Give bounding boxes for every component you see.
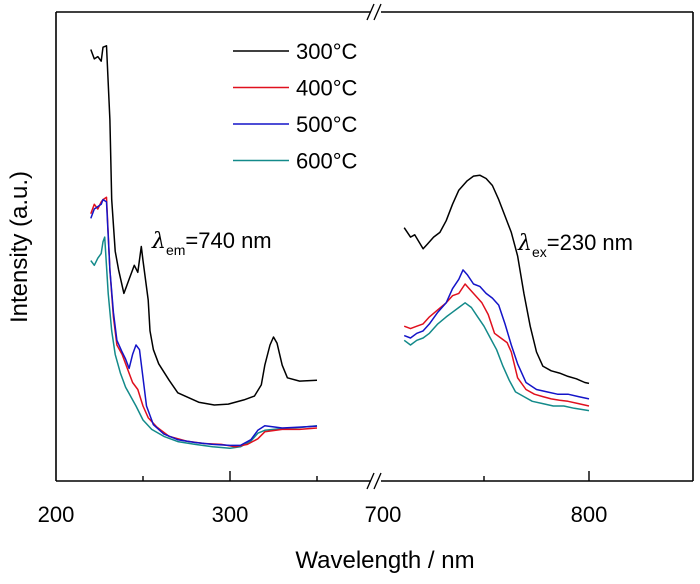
axis-break-mark [366, 472, 375, 490]
annotation-value: =740 nm [185, 228, 271, 253]
x-tick-label: 200 [38, 502, 75, 527]
emission-line [403, 174, 590, 385]
lambda-symbol: λ [517, 231, 532, 256]
plot-frame [55, 3, 694, 490]
excitation-line [90, 196, 318, 448]
annotation-text: λem=740 nm [151, 228, 272, 258]
lambda-subscript: ex [532, 244, 547, 260]
axis-break-mark [366, 3, 375, 21]
x-tick-label: 300 [212, 502, 249, 527]
legend-label: 500°C [296, 112, 358, 137]
annotation-em: λem=740 nm [151, 228, 272, 258]
x-tick-label: 700 [365, 502, 402, 527]
emission-line [403, 302, 590, 412]
series-300C [90, 45, 590, 406]
legend-label: 400°C [296, 76, 358, 101]
annotations: λem=740 nm λex=230 nm [151, 228, 633, 260]
axis-break-mark [373, 3, 382, 21]
series-400C [90, 196, 590, 448]
axis-break-mark [373, 472, 382, 490]
axis-break-gap [371, 9, 381, 15]
x-tick-label: 800 [571, 502, 608, 527]
legend-item: 600°C [233, 149, 358, 174]
emission-line [403, 283, 590, 407]
annotation-value: =230 nm [547, 230, 633, 255]
series-layer [90, 45, 590, 449]
x-axis-ticks: 200 300 700 800 [38, 471, 608, 527]
annotation-text: λex=230 nm [517, 230, 633, 260]
excitation-line [90, 198, 318, 447]
lambda-symbol: λ [151, 229, 166, 254]
series-600C [90, 236, 590, 449]
series-500C [90, 198, 590, 447]
legend-label: 600°C [296, 149, 358, 174]
x-axis-label: Wavelength / nm [295, 547, 474, 574]
legend: 300°C 400°C 500°C 600°C [233, 39, 358, 174]
lambda-subscript: em [166, 242, 185, 258]
annotation-ex: λex=230 nm [517, 230, 633, 260]
y-axis-label: Intensity (a.u.) [6, 171, 33, 323]
legend-item: 300°C [233, 39, 358, 64]
excitation-line [90, 45, 318, 406]
excitation-line [90, 236, 318, 449]
legend-item: 500°C [233, 112, 358, 137]
legend-label: 300°C [296, 39, 358, 64]
emission-line [403, 269, 590, 400]
legend-item: 400°C [233, 76, 358, 101]
axis-break-gap [371, 478, 381, 484]
